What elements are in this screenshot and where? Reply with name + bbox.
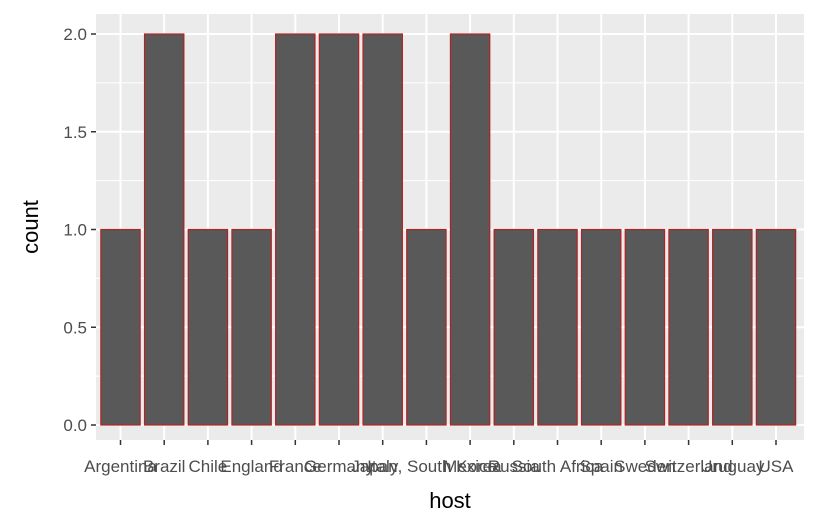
x-tick-label: Uruguay bbox=[700, 457, 765, 476]
bar-italy bbox=[362, 33, 403, 426]
x-tick-label: Switzerland bbox=[645, 457, 733, 476]
x-tick-label: England bbox=[220, 457, 282, 476]
y-axis: 0.0 0.5 1.0 1.5 2.0 bbox=[63, 25, 96, 435]
y-tick-label: 1.5 bbox=[63, 123, 87, 142]
x-tick-label: Argentina bbox=[84, 457, 157, 476]
y-tick-label: 0.0 bbox=[63, 416, 87, 435]
y-tick-label: 0.5 bbox=[63, 318, 87, 337]
y-tick-label: 1.0 bbox=[63, 221, 87, 240]
x-tick-label: Russia bbox=[488, 457, 541, 476]
bar-usa bbox=[755, 228, 797, 426]
x-tick-label: France bbox=[269, 457, 322, 476]
bar-south-africa bbox=[537, 228, 578, 426]
x-tick-label: Sweden bbox=[614, 457, 675, 476]
bar-argentina bbox=[100, 228, 141, 426]
x-tick-label: Germany bbox=[304, 457, 374, 476]
bar-sweden bbox=[624, 228, 666, 426]
y-axis-title: count bbox=[18, 200, 43, 254]
x-tick-label: Japan, South Korea bbox=[351, 457, 502, 476]
bar-spain bbox=[580, 228, 622, 426]
x-tick-label: Brazil bbox=[143, 457, 186, 476]
bar-chile bbox=[187, 228, 229, 426]
x-tick-label: South Africa bbox=[512, 457, 604, 476]
x-tick-label: Chile bbox=[189, 457, 228, 476]
y-tick-label: 2.0 bbox=[63, 25, 87, 44]
bars bbox=[100, 33, 797, 426]
bar-switzerland bbox=[668, 228, 709, 426]
bar-france bbox=[275, 33, 316, 426]
bar-mexico bbox=[449, 33, 491, 426]
x-axis-title: host bbox=[429, 488, 471, 513]
bar-uruguay bbox=[712, 228, 753, 426]
bar-russia bbox=[493, 228, 535, 426]
bar-japan-south-korea bbox=[406, 228, 447, 426]
bar-brazil bbox=[143, 33, 185, 426]
x-tick-label: Italy bbox=[367, 457, 399, 476]
x-tick-label: Mexico bbox=[443, 457, 497, 476]
bar-england bbox=[231, 228, 272, 426]
x-tick-label: USA bbox=[759, 457, 795, 476]
bar-germany bbox=[318, 33, 360, 426]
x-tick-label: Spain bbox=[579, 457, 622, 476]
